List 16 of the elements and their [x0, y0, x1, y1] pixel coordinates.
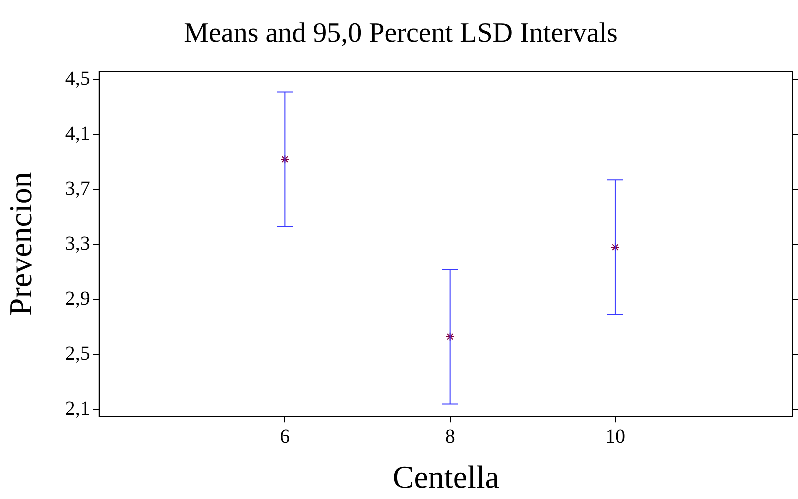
x-axis-title: Centella [392, 459, 500, 496]
point [280, 155, 290, 164]
point [610, 243, 620, 252]
chart-title: Means and 95,0 Percent LSD Intervals [184, 18, 618, 50]
x-tick-label: 8 [445, 426, 456, 448]
y-tick-label: 2,1 [65, 398, 90, 420]
y-tick-label: 4,5 [65, 68, 90, 90]
y-tick-label: 3,3 [65, 233, 90, 256]
y-tick-label: 4,1 [65, 123, 90, 146]
x-tick-label: 6 [280, 426, 290, 448]
y-tick-label: 3,7 [65, 178, 90, 200]
y-tick-label: 2,5 [65, 342, 90, 365]
point [446, 332, 455, 342]
y-tick-label: 2,9 [65, 288, 90, 310]
x-tick-label: 10 [605, 426, 626, 448]
y-axis-title: Prevencion [2, 172, 39, 316]
